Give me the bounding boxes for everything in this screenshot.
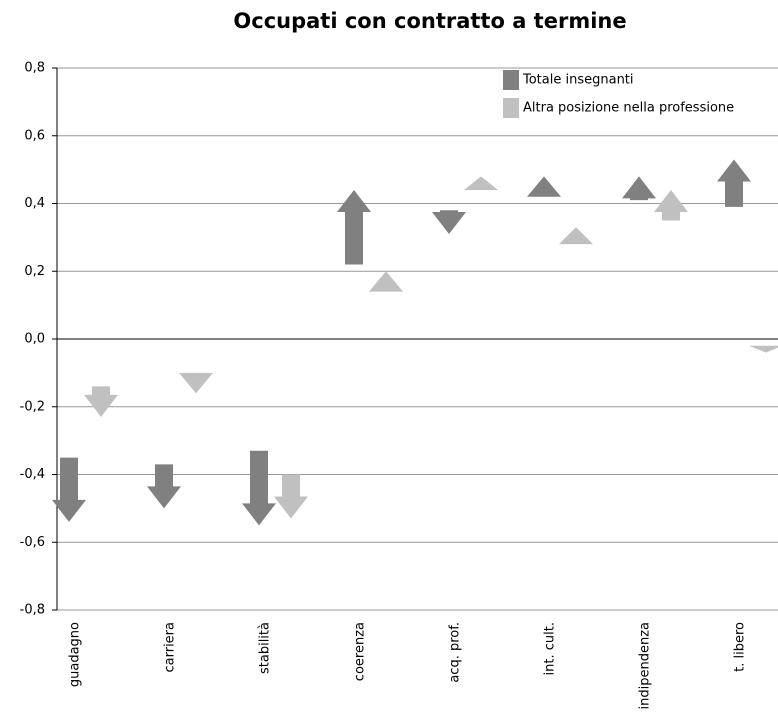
arrow [527, 176, 561, 197]
y-tick-label: -0,2 [20, 399, 45, 414]
y-tick-label: 0,4 [24, 196, 45, 211]
arrow [749, 345, 778, 353]
y-tick-label: 0,6 [24, 128, 45, 143]
arrow [84, 386, 118, 417]
y-tick-label: 0,8 [24, 61, 45, 76]
y-tick-label: -0,6 [20, 535, 45, 550]
x-tick-label: int. cult. [543, 622, 558, 675]
legend-swatch [503, 98, 519, 118]
arrow [337, 189, 371, 265]
x-tick-label: coerenza [353, 622, 368, 681]
x-tick-label: indipendenza [638, 622, 653, 709]
arrow [242, 450, 276, 526]
y-tick-label: 0,0 [24, 332, 45, 347]
arrow [559, 227, 593, 245]
arrow [369, 271, 403, 292]
x-tick-label: guadagno [68, 622, 83, 687]
arrow [274, 474, 308, 519]
y-tick-label: -0,4 [20, 467, 45, 482]
legend-label: Altra posizione nella professione [523, 101, 734, 116]
legend-label: Totale insegnanti [522, 73, 634, 88]
x-tick-label: stabilità [258, 622, 273, 674]
arrow [717, 159, 751, 207]
arrow [179, 372, 213, 394]
arrow [622, 176, 656, 201]
chart-title: Occupati con contratto a termine [233, 9, 626, 33]
arrow [654, 189, 688, 221]
x-tick-label: carriera [163, 622, 178, 673]
x-tick-label: t. libero [733, 622, 748, 672]
y-tick-label: 0,2 [24, 264, 45, 279]
legend-swatch [503, 70, 519, 90]
arrow [432, 210, 466, 234]
arrow [147, 464, 181, 509]
x-tick-label: acq. prof. [448, 622, 463, 683]
arrow [52, 457, 86, 522]
arrow [464, 176, 498, 190]
y-tick-label: -0,8 [20, 603, 45, 618]
